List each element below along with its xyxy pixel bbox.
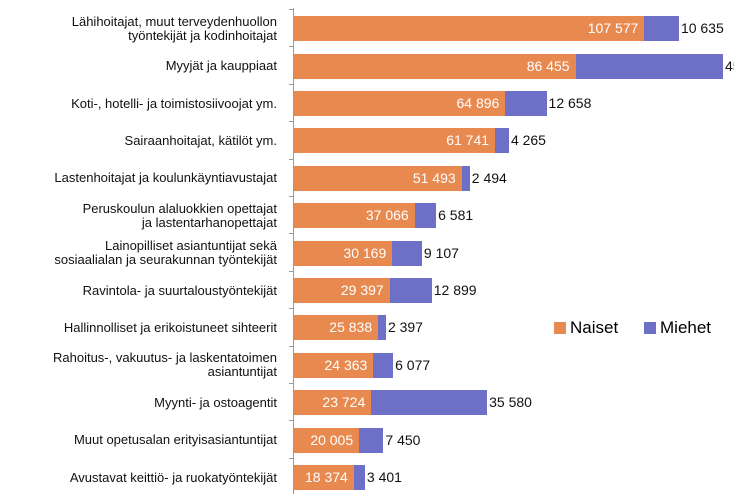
tick (289, 308, 293, 310)
value-label: 25 838 (329, 319, 373, 336)
tick (289, 83, 293, 85)
value-label: 10 635 (680, 20, 724, 37)
category-label: Koti-, hotelli- ja toimistosiivoojat ym. (71, 95, 277, 111)
legend-swatch (554, 322, 566, 334)
category-label: Rahoitus-, vakuutus- ja laskentatoimen a… (52, 350, 277, 380)
category-label: Ravintola- ja suurtaloustyöntekijät (82, 282, 277, 298)
bar (294, 128, 496, 154)
value-label: 2 397 (387, 319, 423, 336)
value-label: 37 066 (365, 207, 409, 224)
legend-label: Miehet (660, 318, 712, 337)
value-label: 12 899 (433, 282, 477, 298)
tick (289, 457, 293, 459)
value-label: 9 107 (423, 244, 459, 261)
bar (359, 427, 384, 453)
bar (294, 203, 415, 229)
category-label: Muut opetusalan erityisasiantuntijat (73, 432, 277, 448)
category-label: Peruskoulun alaluokkien opettajat ja las… (82, 200, 277, 230)
tick (289, 46, 293, 48)
tick (289, 9, 293, 10)
bar (294, 240, 393, 266)
value-label: 20 005 (310, 431, 354, 448)
value-label: 35 580 (489, 394, 532, 411)
bar (392, 240, 422, 266)
bar (575, 53, 723, 79)
tick (289, 383, 293, 384)
category-label: Lastenhoitajat ja koulunkäyntiavustajat (54, 170, 277, 186)
tick (289, 196, 293, 197)
legend-item: Naiset (554, 318, 618, 338)
bar (294, 465, 354, 490)
value-label: 4 265 (510, 132, 546, 149)
bar (294, 16, 645, 42)
category-label: Sairaanhoitajat, kätilöt ym. (124, 132, 277, 148)
bar (294, 53, 576, 79)
bar (294, 315, 379, 341)
bar (294, 278, 390, 303)
legend-label: Naiset (570, 318, 619, 337)
value-label: 64 896 (456, 95, 500, 111)
bar (505, 91, 547, 116)
category-axis (293, 8, 294, 494)
bar (461, 165, 470, 191)
bar (373, 352, 394, 378)
value-label: 61 741 (446, 132, 490, 149)
value-label: 30 169 (343, 244, 387, 261)
value-label: 7 450 (385, 431, 421, 448)
category-label: Myynti- ja ostoagentit (154, 394, 277, 410)
bar (294, 91, 506, 116)
tick (289, 121, 293, 123)
bar (378, 315, 386, 341)
value-label: 86 455 (526, 57, 570, 74)
bar (414, 203, 437, 229)
value-label: 23 724 (322, 394, 366, 411)
category-label: Lainopilliset asiantuntijat sekä sosiaal… (54, 238, 277, 268)
value-label: 6 581 (438, 207, 474, 224)
value-label: 3 401 (366, 469, 402, 485)
value-label: 24 363 (324, 356, 368, 373)
bar (495, 128, 509, 154)
value-label: 6 077 (395, 356, 431, 373)
bar (294, 427, 360, 453)
bar (294, 352, 374, 378)
tick (289, 345, 293, 347)
bar (389, 278, 432, 303)
value-label: 45 283 (725, 57, 734, 74)
category-label: Avustavat keittiö- ja ruokatyöntekijät (69, 469, 277, 485)
bar (294, 390, 372, 416)
value-label: 51 493 (412, 169, 456, 186)
bar (294, 165, 462, 191)
value-label: 12 658 (548, 95, 592, 111)
bar (371, 390, 488, 416)
value-label: 107 577 (587, 20, 639, 37)
category-label: Hallinnolliset ja erikoistuneet sihteeri… (63, 319, 277, 335)
category-label: Myyjät ja kauppiaat (165, 58, 277, 74)
value-label: 2 494 (471, 169, 507, 186)
tick (289, 158, 293, 160)
legend-swatch (644, 322, 656, 334)
value-label: 18 374 (305, 469, 348, 485)
legend-item: Miehet (644, 318, 711, 338)
tick (289, 270, 293, 272)
bar (644, 16, 679, 42)
tick (289, 233, 293, 235)
tick (289, 420, 293, 422)
category-label: Lähihoitajat, muut terveydenhuollon työn… (71, 13, 277, 43)
value-label: 29 397 (340, 282, 384, 298)
bar (353, 465, 365, 490)
